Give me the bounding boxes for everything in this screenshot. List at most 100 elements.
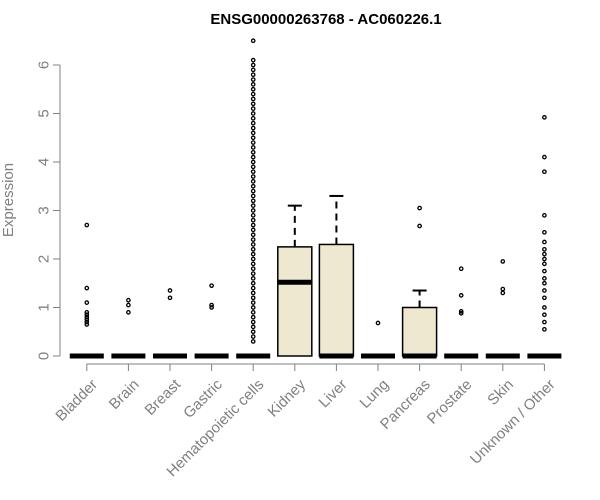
outlier-point — [250, 111, 256, 116]
outlier-point — [250, 280, 256, 286]
outlier-point — [250, 217, 256, 223]
outlier-point — [500, 290, 506, 296]
y-tick-label: 0 — [36, 352, 53, 360]
outlier-point — [250, 130, 256, 136]
outlier-point — [250, 96, 256, 102]
y-axis-label: Expression — [0, 163, 17, 237]
x-tick-label: Prostate — [424, 376, 476, 428]
outlier-point — [542, 280, 547, 286]
outlier-point — [250, 261, 256, 267]
box-gastric — [194, 283, 229, 359]
outlier-point — [375, 320, 381, 326]
outlier-point — [542, 115, 547, 120]
box-liver — [318, 194, 355, 359]
box-pancreas — [401, 205, 438, 359]
outlier-point — [250, 179, 256, 184]
outlier-point — [167, 288, 173, 293]
box-brain — [111, 297, 146, 359]
outlier-point — [250, 276, 256, 281]
outlier-point — [250, 208, 256, 213]
outlier-point — [84, 222, 90, 228]
outlier-point — [250, 101, 256, 107]
x-tick-label: Brain — [106, 376, 143, 413]
outlier-point — [542, 305, 547, 310]
outlier-point — [250, 164, 256, 170]
x-tick-label: Liver — [316, 376, 351, 411]
outlier-point — [542, 246, 547, 252]
y-tick-label: 2 — [36, 255, 53, 263]
outlier-point — [250, 159, 256, 165]
outlier-point — [250, 72, 256, 78]
outlier-point — [209, 305, 214, 310]
outlier-point — [250, 339, 256, 344]
x-tick-label: Kidney — [265, 376, 310, 421]
outlier-point — [542, 276, 547, 281]
outlier-point — [250, 82, 256, 87]
outlier-point — [250, 77, 256, 82]
y-tick-label: 1 — [36, 303, 53, 311]
y-axis: 0 1 2 3 4 5 6 — [36, 61, 61, 360]
outlier-point — [250, 256, 256, 262]
outlier-point — [250, 183, 256, 189]
outlier-point — [250, 193, 256, 199]
outlier-point — [250, 251, 256, 257]
outlier-point — [250, 227, 256, 233]
box-prostate — [444, 266, 479, 359]
outlier-point — [250, 86, 256, 92]
outlier-point — [250, 91, 256, 97]
outlier-point — [542, 288, 547, 293]
outlier-point — [458, 266, 464, 272]
x-tick-label: Lung — [357, 376, 393, 412]
outlier-point — [126, 309, 131, 315]
outlier-point — [250, 314, 256, 320]
outlier-point — [250, 125, 256, 131]
outlier-point — [84, 317, 90, 322]
box-rect — [401, 306, 438, 357]
box-kidney — [277, 204, 313, 357]
outlier-point — [250, 213, 256, 218]
outlier-point — [458, 309, 464, 314]
outlier-point — [250, 305, 256, 310]
outlier-point — [500, 286, 506, 292]
plot-area — [69, 38, 562, 359]
outlier-point — [84, 314, 90, 320]
outlier-point — [542, 295, 547, 301]
outlier-point — [458, 310, 464, 316]
outlier-point — [542, 169, 547, 175]
x-tick-label: Skin — [484, 376, 517, 409]
outlier-point — [84, 312, 90, 318]
outlier-point — [542, 229, 547, 235]
y-tick-label: 4 — [36, 158, 53, 166]
outlier-point — [250, 140, 256, 145]
outlier-point — [250, 232, 256, 238]
outlier-point — [542, 319, 547, 325]
outlier-point — [250, 295, 256, 301]
x-tick-label: Bladder — [52, 376, 101, 425]
outlier-point — [84, 309, 90, 315]
outlier-point — [84, 319, 90, 325]
y-tick-label: 5 — [36, 109, 53, 117]
outlier-point — [250, 203, 256, 208]
y-tick-label: 6 — [36, 61, 53, 69]
y-tick-label: 3 — [36, 206, 53, 214]
outlier-point — [167, 295, 173, 301]
outlier-point — [542, 251, 547, 257]
outlier-point — [250, 324, 256, 330]
outlier-point — [542, 326, 547, 332]
outlier-point — [500, 259, 506, 264]
outlier-point — [542, 268, 547, 274]
outlier-point — [542, 312, 547, 318]
outlier-point — [542, 261, 547, 267]
outlier-point — [250, 271, 256, 276]
box-hematopoietic-cells — [236, 38, 271, 359]
box-bladder — [69, 222, 104, 359]
outlier-point — [250, 145, 256, 150]
box-unknown-other — [527, 115, 562, 359]
outlier-point — [250, 246, 256, 252]
outlier-point — [458, 293, 464, 298]
outlier-point — [250, 319, 256, 325]
outlier-point — [250, 266, 256, 272]
outlier-point — [126, 302, 131, 308]
